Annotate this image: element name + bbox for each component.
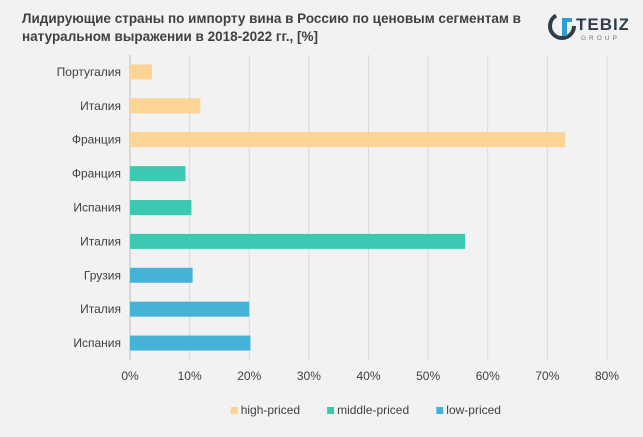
x-tick-label-5: 50% bbox=[416, 369, 440, 383]
legend-label-2: low-priced bbox=[446, 403, 501, 417]
bar-2-2 bbox=[130, 335, 251, 351]
tebiz-logo: TEBIZ GROUP bbox=[548, 12, 628, 42]
category-label-1-1: Испания bbox=[73, 201, 121, 215]
x-tick-label-8: 80% bbox=[595, 369, 619, 383]
bar-0-1 bbox=[130, 98, 201, 114]
bar-2-0 bbox=[130, 267, 193, 283]
x-tick-label-6: 60% bbox=[476, 369, 500, 383]
category-label-0-2: Франция bbox=[72, 133, 121, 147]
x-tick-label-4: 40% bbox=[356, 369, 380, 383]
x-tick-label-1: 10% bbox=[178, 369, 202, 383]
category-label-1-0: Франция bbox=[72, 167, 121, 181]
category-label-1-2: Италия bbox=[80, 234, 121, 248]
legend-swatch-1 bbox=[327, 407, 335, 414]
bar-1-1 bbox=[130, 200, 192, 215]
legend-label-0: high-priced bbox=[241, 403, 300, 417]
category-label-2-1: Италия bbox=[80, 302, 121, 316]
legend-swatch-0 bbox=[230, 407, 238, 414]
bar-0-2 bbox=[130, 132, 566, 148]
logo-word: TEBIZ bbox=[576, 15, 628, 34]
x-tick-label-7: 70% bbox=[535, 369, 559, 383]
x-tick-label-3: 30% bbox=[297, 369, 321, 383]
logo-sub: GROUP bbox=[581, 35, 620, 42]
x-tick-label-0: 0% bbox=[121, 369, 139, 383]
bar-1-0 bbox=[130, 166, 186, 182]
category-label-2-0: Грузия bbox=[84, 268, 121, 282]
category-label-0-0: Португалия bbox=[57, 65, 121, 79]
category-label-2-2: Испания bbox=[73, 336, 121, 350]
legend-label-1: middle-priced bbox=[337, 403, 409, 417]
bar-1-2 bbox=[130, 233, 466, 249]
bar-2-1 bbox=[130, 301, 250, 317]
x-tick-label-2: 20% bbox=[237, 369, 261, 383]
chart-title: Лидирующие страны по импорту вина в Росс… bbox=[22, 11, 521, 44]
category-label-0-1: Италия bbox=[80, 99, 121, 113]
bar-0-0 bbox=[130, 64, 153, 80]
legend-swatch-2 bbox=[436, 407, 444, 414]
